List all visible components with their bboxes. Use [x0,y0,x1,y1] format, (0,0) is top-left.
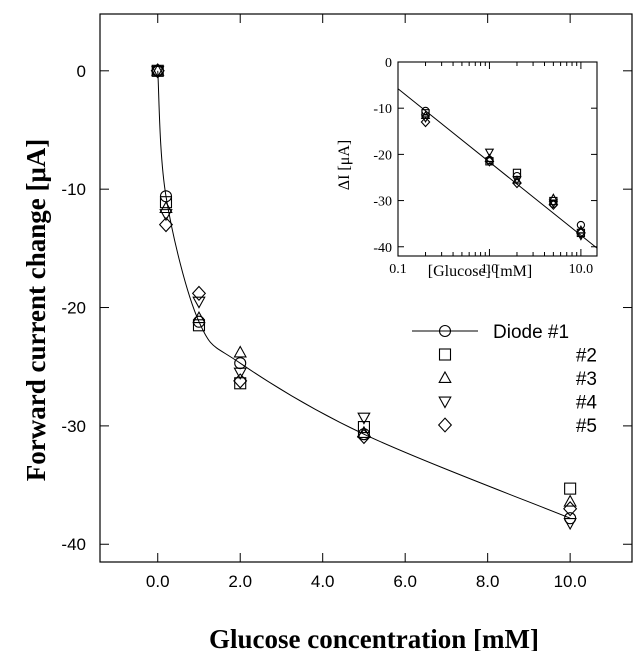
data-point-series-4 [192,296,206,309]
legend-label-4: #4 [576,393,598,414]
inset-y-tick-label: -10 [373,102,392,117]
series-line-diode-1 [157,70,571,519]
data-point-series-5 [233,373,248,389]
inset-plot: 0 -10 -20 -30 -40 0.1 1.0 10.0 [373,56,598,277]
x-tick-label: 0.0 [146,572,170,591]
data-point-series-4 [159,209,173,222]
inset-y-tick-label: -40 [373,241,392,256]
y-tick-label: 0 [77,62,86,81]
data-point-series-4 [151,65,165,78]
x-tick-label: 6.0 [393,572,417,591]
inset-y-tick-label: 0 [385,56,392,71]
data-point-series-5 [191,285,207,302]
legend-label-1: Diode #1 [493,322,569,343]
x-tick-label: 4.0 [311,572,335,591]
data-point-series-5 [150,63,165,79]
legend-marker-5 [437,417,453,433]
y-tick-label: -20 [61,299,86,318]
data-point-series-2 [564,482,577,495]
legend-marker-4 [438,396,452,409]
data-point-series-5 [563,501,578,517]
legend: Diode #1 #2#3 #4#5 [412,322,597,437]
legend-marker-1 [438,324,452,338]
data-point-series-2 [357,421,370,434]
inset-data-point-series-5 [512,177,522,189]
main-y-axis-title: Forward current change [μA] [21,139,51,481]
data-point-series-4 [233,367,247,380]
inset-fit-line [397,88,598,249]
main-x-axis-title: Glucose concentration [mM] [209,624,539,651]
inset-x-tick-label: 10.0 [569,262,594,277]
legend-label-3: #3 [576,369,597,390]
data-point-series-3 [151,63,165,76]
data-point-series-1 [357,428,370,441]
legend-label-2: #2 [576,346,597,367]
inset-data-point-series-3 [484,153,495,162]
inset-data-point-series-3 [548,193,559,202]
data-point-series-2 [159,196,173,209]
inset-data-point-series-4 [576,232,586,241]
legend-label-5: #5 [576,416,597,437]
inset-data-point-series-5 [548,199,559,211]
data-point-series-4 [357,412,371,425]
inset-y-tick-label: -30 [373,195,392,210]
data-point-series-5 [356,428,372,445]
inset-data-point-series-5 [576,227,586,239]
x-tick-label: 2.0 [228,572,252,591]
data-point-series-2 [192,319,206,332]
data-point-series-3 [563,494,577,507]
main-plot-frame [99,13,633,563]
data-point-series-3 [192,310,206,324]
x-tick-label: 10.0 [554,572,587,591]
inset-data-point-series-4 [484,148,495,158]
y-tick-label: -10 [61,180,86,199]
data-point-series-3 [159,200,173,214]
x-tick-label: 8.0 [476,572,500,591]
inset-data-point-series-5 [420,116,431,128]
inset-data-point-series-5 [484,155,495,167]
inset-plot-frame [397,61,598,257]
inset-x-axis-title: [Glucose] [mM] [428,263,532,280]
inset-x-tick-label: 0.1 [389,262,407,277]
inset-data-point-series-4 [420,114,431,123]
inset-y-axis-title: ΔI [μA] [336,140,353,190]
data-point-series-3 [233,345,247,358]
inset-x-tick-label: 1.0 [481,262,499,277]
data-point-series-4 [563,517,577,531]
data-point-series-5 [158,216,174,233]
legend-marker-3 [438,370,452,383]
y-tick-label: -40 [61,535,86,554]
main-plot: 0 -10 -20 -30 -40 0.0 2.0 4.0 6.0 8.0 10.0 [61,13,633,591]
y-tick-label: -30 [61,417,86,436]
legend-marker-2 [438,348,452,361]
inset-y-tick-label: -20 [373,148,392,163]
